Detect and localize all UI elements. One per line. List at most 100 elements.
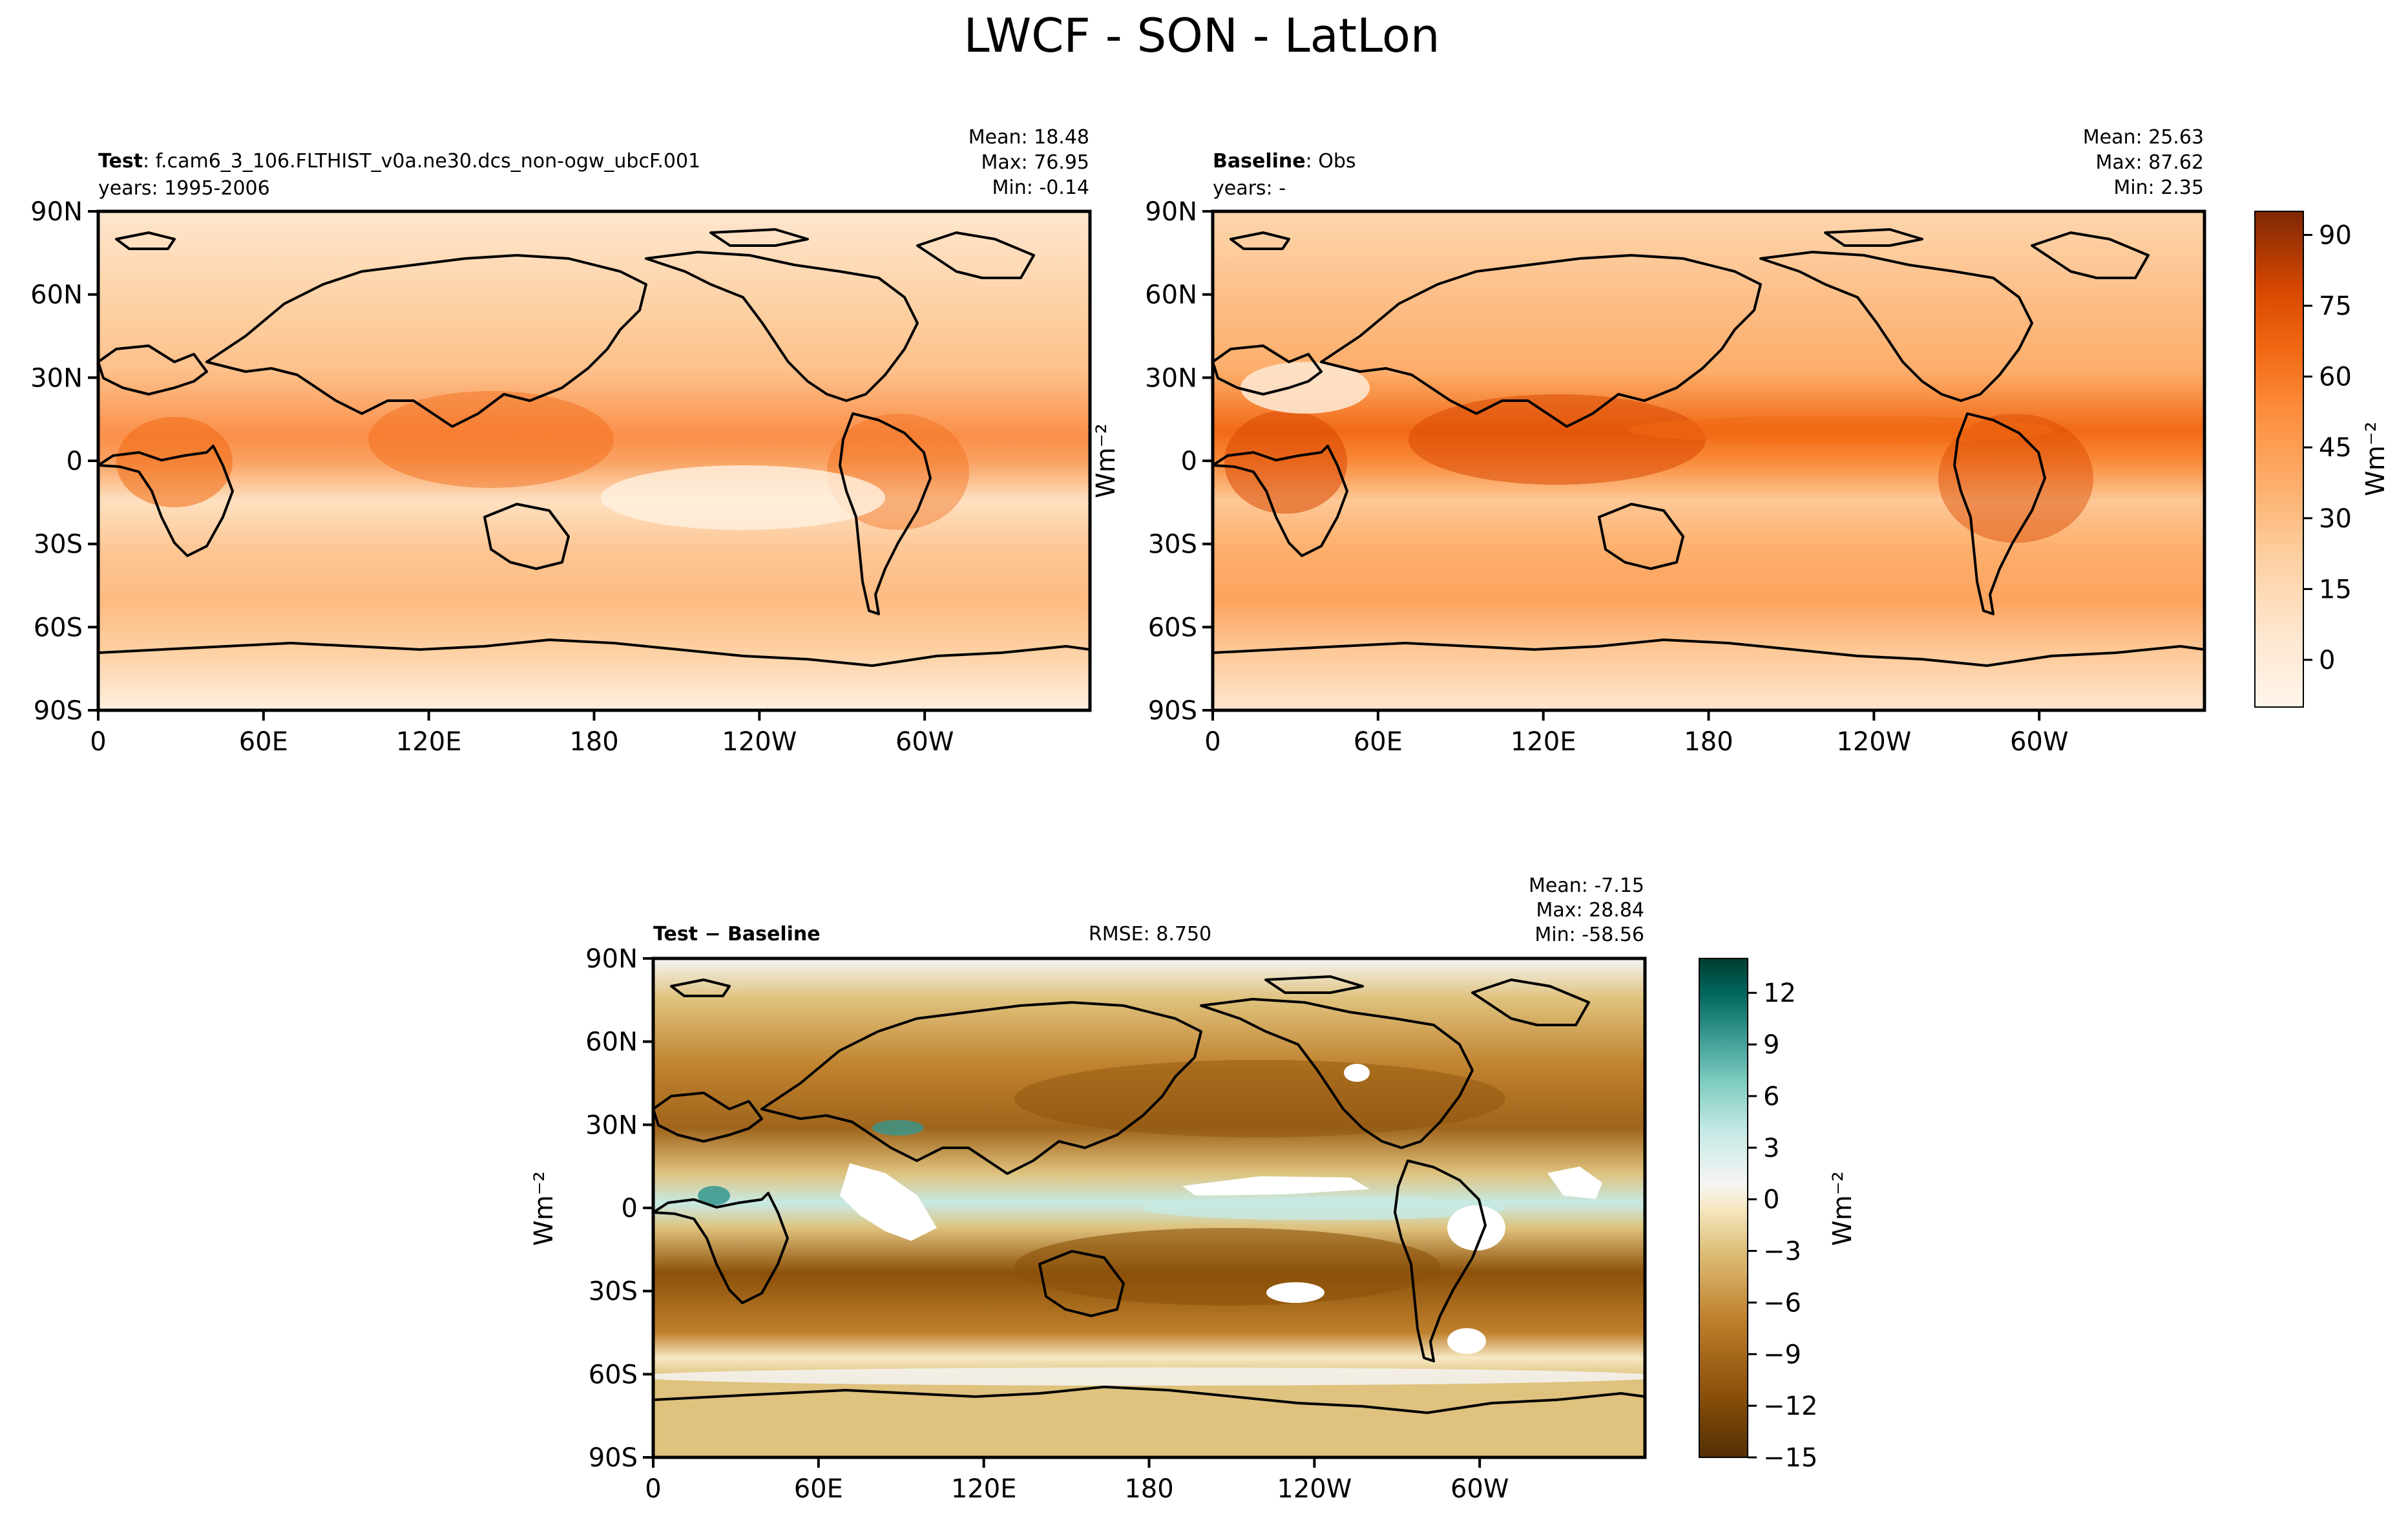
stat-max: Max: 76.95 bbox=[981, 151, 1089, 174]
panel-years: years: 1995-2006 bbox=[98, 177, 270, 200]
colorbar-tick-label: 0 bbox=[1763, 1185, 1779, 1215]
colorbar-tick-label: −6 bbox=[1763, 1288, 1801, 1318]
colorbar-tick-label: 6 bbox=[1763, 1082, 1779, 1112]
positive-bias-africa bbox=[698, 1186, 730, 1205]
stat-min: Min: -58.56 bbox=[1534, 924, 1644, 946]
colorbar-tick-label: −9 bbox=[1763, 1340, 1801, 1369]
dry-pacific bbox=[601, 465, 885, 530]
colorbar-bar bbox=[2254, 211, 2304, 708]
y-tick-label: 90N bbox=[1145, 197, 1197, 227]
colorbar-label: Wm⁻² bbox=[2361, 421, 2391, 496]
y-tick-label: 30S bbox=[1148, 530, 1197, 560]
colorbar-label: Wm⁻² bbox=[1828, 1171, 1858, 1246]
x-tick-label: 120W bbox=[1277, 1474, 1352, 1504]
x-axis: 0 60E 120E 180 120W 60W bbox=[1204, 710, 2068, 757]
y-axis: 90N 60N 30N 0 30S 60S 90S bbox=[30, 197, 98, 726]
colorbar-tick-label: 15 bbox=[2319, 575, 2352, 604]
x-tick-label: 60W bbox=[1450, 1474, 1509, 1504]
colorbar-tick-label: −12 bbox=[1763, 1391, 1817, 1421]
y-tick-label: 60S bbox=[589, 1360, 638, 1390]
y-tick-label: 60N bbox=[585, 1028, 638, 1057]
y-tick-label: 30N bbox=[1145, 363, 1197, 393]
y-tick-label: 0 bbox=[622, 1194, 638, 1223]
hotspot-africa bbox=[116, 417, 233, 507]
dark-band-south-pacific bbox=[1014, 1228, 1441, 1305]
y-axis-label: Wm⁻² bbox=[1091, 423, 1121, 498]
dark-band-north-pacific bbox=[1014, 1060, 1505, 1137]
x-tick-label: 0 bbox=[90, 727, 106, 757]
southern-ocean-band bbox=[653, 1368, 1645, 1386]
panel-test: Test: f.cam6_3_106.FLTHIST_v0a.ne30.dcs_… bbox=[30, 126, 1092, 757]
masked-regions bbox=[840, 1064, 1602, 1354]
x-tick-label: 0 bbox=[645, 1474, 661, 1504]
colorbar-bar bbox=[1699, 958, 1748, 1458]
panel-label: Test: f.cam6_3_106.FLTHIST_v0a.ne30.dcs_… bbox=[98, 150, 700, 173]
x-tick-label: 180 bbox=[1684, 727, 1733, 757]
y-tick-label: 0 bbox=[1181, 447, 1197, 476]
panel-baseline: Baseline: Obs years: - Mean: 25.63 Max: … bbox=[1091, 126, 2391, 757]
map-field bbox=[1213, 211, 2204, 710]
hotspot-africa bbox=[1224, 410, 1347, 514]
x-tick-label: 120W bbox=[1836, 727, 1911, 757]
dry-sahara bbox=[1241, 362, 1370, 414]
hotspot-warm-pool bbox=[1408, 394, 1706, 485]
y-axis: 90N 60N 30N 0 30S 60S 90S bbox=[585, 944, 653, 1473]
y-tick-label: 30S bbox=[34, 530, 83, 560]
colorbar-oranges: 90 75 60 45 30 15 0 Wm⁻² bbox=[2254, 211, 2391, 708]
figure-title: LWCF - SON - LatLon bbox=[963, 8, 1440, 63]
panel-diff: Test − Baseline RMSE: 8.750 Mean: -7.15 … bbox=[529, 874, 1858, 1504]
colorbar-ticks: 90 75 60 45 30 15 0 bbox=[2303, 221, 2352, 675]
y-tick-label: 60S bbox=[34, 613, 83, 642]
x-tick-label: 120E bbox=[396, 727, 462, 757]
positive-bias-tibet bbox=[872, 1120, 924, 1136]
y-tick-label: 90S bbox=[1148, 696, 1197, 726]
x-tick-label: 60E bbox=[1354, 727, 1403, 757]
hotspot-amazon bbox=[1938, 414, 2093, 543]
colorbar-tick-label: −3 bbox=[1763, 1237, 1801, 1267]
x-tick-label: 60E bbox=[794, 1474, 843, 1504]
y-tick-label: 0 bbox=[67, 447, 83, 476]
x-axis: 0 60E 120E 180 120W 60W bbox=[90, 710, 954, 757]
hotspot-warm-pool bbox=[368, 391, 614, 488]
stat-min: Min: -0.14 bbox=[992, 176, 1090, 199]
x-tick-label: 120W bbox=[722, 727, 797, 757]
stat-mean: Mean: 25.63 bbox=[2083, 126, 2204, 149]
x-tick-label: 60W bbox=[895, 727, 954, 757]
colorbar-tick-label: 75 bbox=[2319, 291, 2352, 321]
colorbar-tick-label: 30 bbox=[2319, 504, 2352, 534]
positive-bias-equator bbox=[1144, 1197, 1505, 1220]
stat-mean: Mean: 18.48 bbox=[968, 126, 1089, 149]
y-tick-label: 90S bbox=[589, 1443, 638, 1473]
coastlines bbox=[98, 228, 1090, 667]
itcz-band bbox=[1628, 416, 2055, 444]
stat-max: Max: 87.62 bbox=[2095, 151, 2204, 174]
colorbar-tick-label: 12 bbox=[1763, 978, 1796, 1008]
colorbar-tick-label: 0 bbox=[2319, 646, 2335, 675]
rmse-label: RMSE: 8.750 bbox=[1089, 923, 1211, 946]
panel-label: Test − Baseline bbox=[653, 923, 821, 946]
y-tick-label: 90N bbox=[585, 944, 638, 974]
colorbar-ticks: 12 9 6 3 0 −3 −6 −9 −12 −15 bbox=[1748, 978, 1817, 1473]
stat-min: Min: 2.35 bbox=[2113, 176, 2204, 199]
x-axis: 0 60E 120E 180 120W 60W bbox=[645, 1457, 1509, 1504]
panel-years: years: - bbox=[1213, 177, 1286, 200]
x-tick-label: 180 bbox=[569, 727, 618, 757]
x-tick-label: 120E bbox=[951, 1474, 1017, 1504]
x-tick-label: 180 bbox=[1124, 1474, 1173, 1504]
y-tick-label: 90N bbox=[30, 197, 83, 227]
y-tick-label: 30N bbox=[585, 1110, 638, 1140]
colorbar-tick-label: 9 bbox=[1763, 1030, 1779, 1060]
stat-max: Max: 28.84 bbox=[1536, 899, 1644, 922]
y-tick-label: 60S bbox=[1148, 613, 1197, 642]
colorbar-tick-label: 90 bbox=[2319, 221, 2352, 251]
colorbar-tick-label: 60 bbox=[2319, 363, 2352, 392]
x-tick-label: 120E bbox=[1511, 727, 1576, 757]
x-tick-label: 60E bbox=[239, 727, 288, 757]
y-tick-label: 60N bbox=[30, 280, 83, 310]
coastlines bbox=[1213, 228, 2204, 667]
colorbar-brbg: 12 9 6 3 0 −3 −6 −9 −12 −15 Wm⁻² bbox=[1699, 958, 1858, 1473]
stat-mean: Mean: -7.15 bbox=[1529, 874, 1644, 897]
y-tick-label: 30S bbox=[589, 1277, 638, 1307]
coastlines bbox=[653, 975, 1645, 1414]
